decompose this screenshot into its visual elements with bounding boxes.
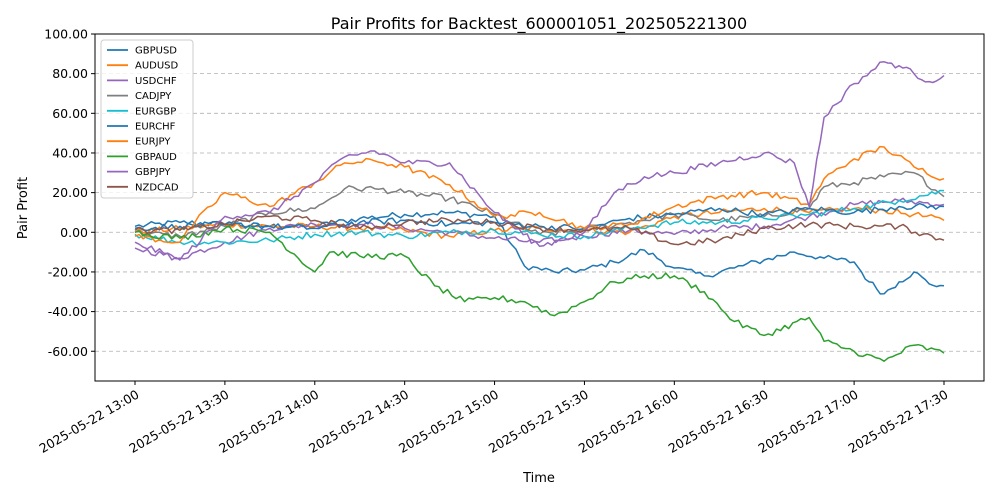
series-line-eurjpy [134, 145, 945, 244]
legend-label: AUDUSD [135, 61, 179, 72]
y-tick-label: 40.00 [52, 145, 88, 160]
chart-title: Pair Profits for Backtest_600001051_2025… [331, 14, 747, 34]
series-line-nzdcad [134, 214, 945, 246]
y-tick-label: 20.00 [52, 185, 88, 200]
series-line-gbpaud [134, 225, 945, 362]
legend: GBPUSD AUDUSD USDCHF CADJPY EURGBP EURCHF EURJ… [100, 39, 194, 199]
x-tick-label: 2025-05-22 14:00 [216, 387, 321, 456]
x-tick-label: 2025-05-22 16:00 [576, 387, 681, 456]
x-tick-label: 2025-05-22 17:00 [756, 387, 861, 456]
legend-label: GBPJPY [135, 167, 171, 178]
series-line-eurchf [134, 202, 945, 232]
y-tick-label: 80.00 [52, 66, 88, 81]
legend-label: GBPAUD [135, 152, 177, 163]
series-lines [134, 61, 945, 362]
y-tick-label: 60.00 [52, 106, 88, 121]
x-tick-label: 2025-05-22 15:00 [396, 387, 501, 456]
series-line-gbpjpy [134, 61, 945, 261]
legend-label: EURJPY [135, 137, 171, 148]
x-tick-label: 2025-05-22 15:30 [486, 387, 591, 456]
y-tick-label: -40.00 [48, 304, 88, 319]
y-tick-label: -20.00 [48, 264, 88, 279]
x-tick-label: 2025-05-22 17:30 [845, 387, 950, 456]
series-line-gbpusd [134, 210, 945, 295]
y-axis-ticks: -60.00 -40.00 -20.00 0.00 20.00 40.00 60.00 80.… [44, 27, 95, 359]
series-line-usdchf [134, 197, 945, 260]
x-tick-label: 2025-05-22 16:30 [666, 387, 771, 456]
legend-label: EURCHF [135, 122, 176, 133]
y-tick-label: 100.00 [44, 27, 88, 42]
y-tick-label: 0.00 [60, 225, 88, 240]
x-tick-label: 2025-05-22 13:30 [126, 387, 231, 456]
x-tick-label: 2025-05-22 14:30 [306, 387, 411, 456]
legend-label: EURGBP [135, 106, 176, 117]
legend-label: NZDCAD [135, 182, 179, 193]
plot-area-frame [94, 33, 985, 382]
legend-label: CADJPY [135, 91, 172, 102]
legend-label: GBPUSD [135, 46, 177, 57]
y-grid-lines [95, 33, 984, 352]
legend-label: USDCHF [135, 76, 177, 87]
y-tick-label: -60.00 [48, 344, 88, 359]
y-axis-label: Pair Profit [16, 177, 31, 239]
series-line-eurgbp [134, 189, 945, 246]
x-tick-label: 2025-05-22 13:00 [36, 387, 141, 456]
x-axis-label: Time [522, 471, 555, 486]
